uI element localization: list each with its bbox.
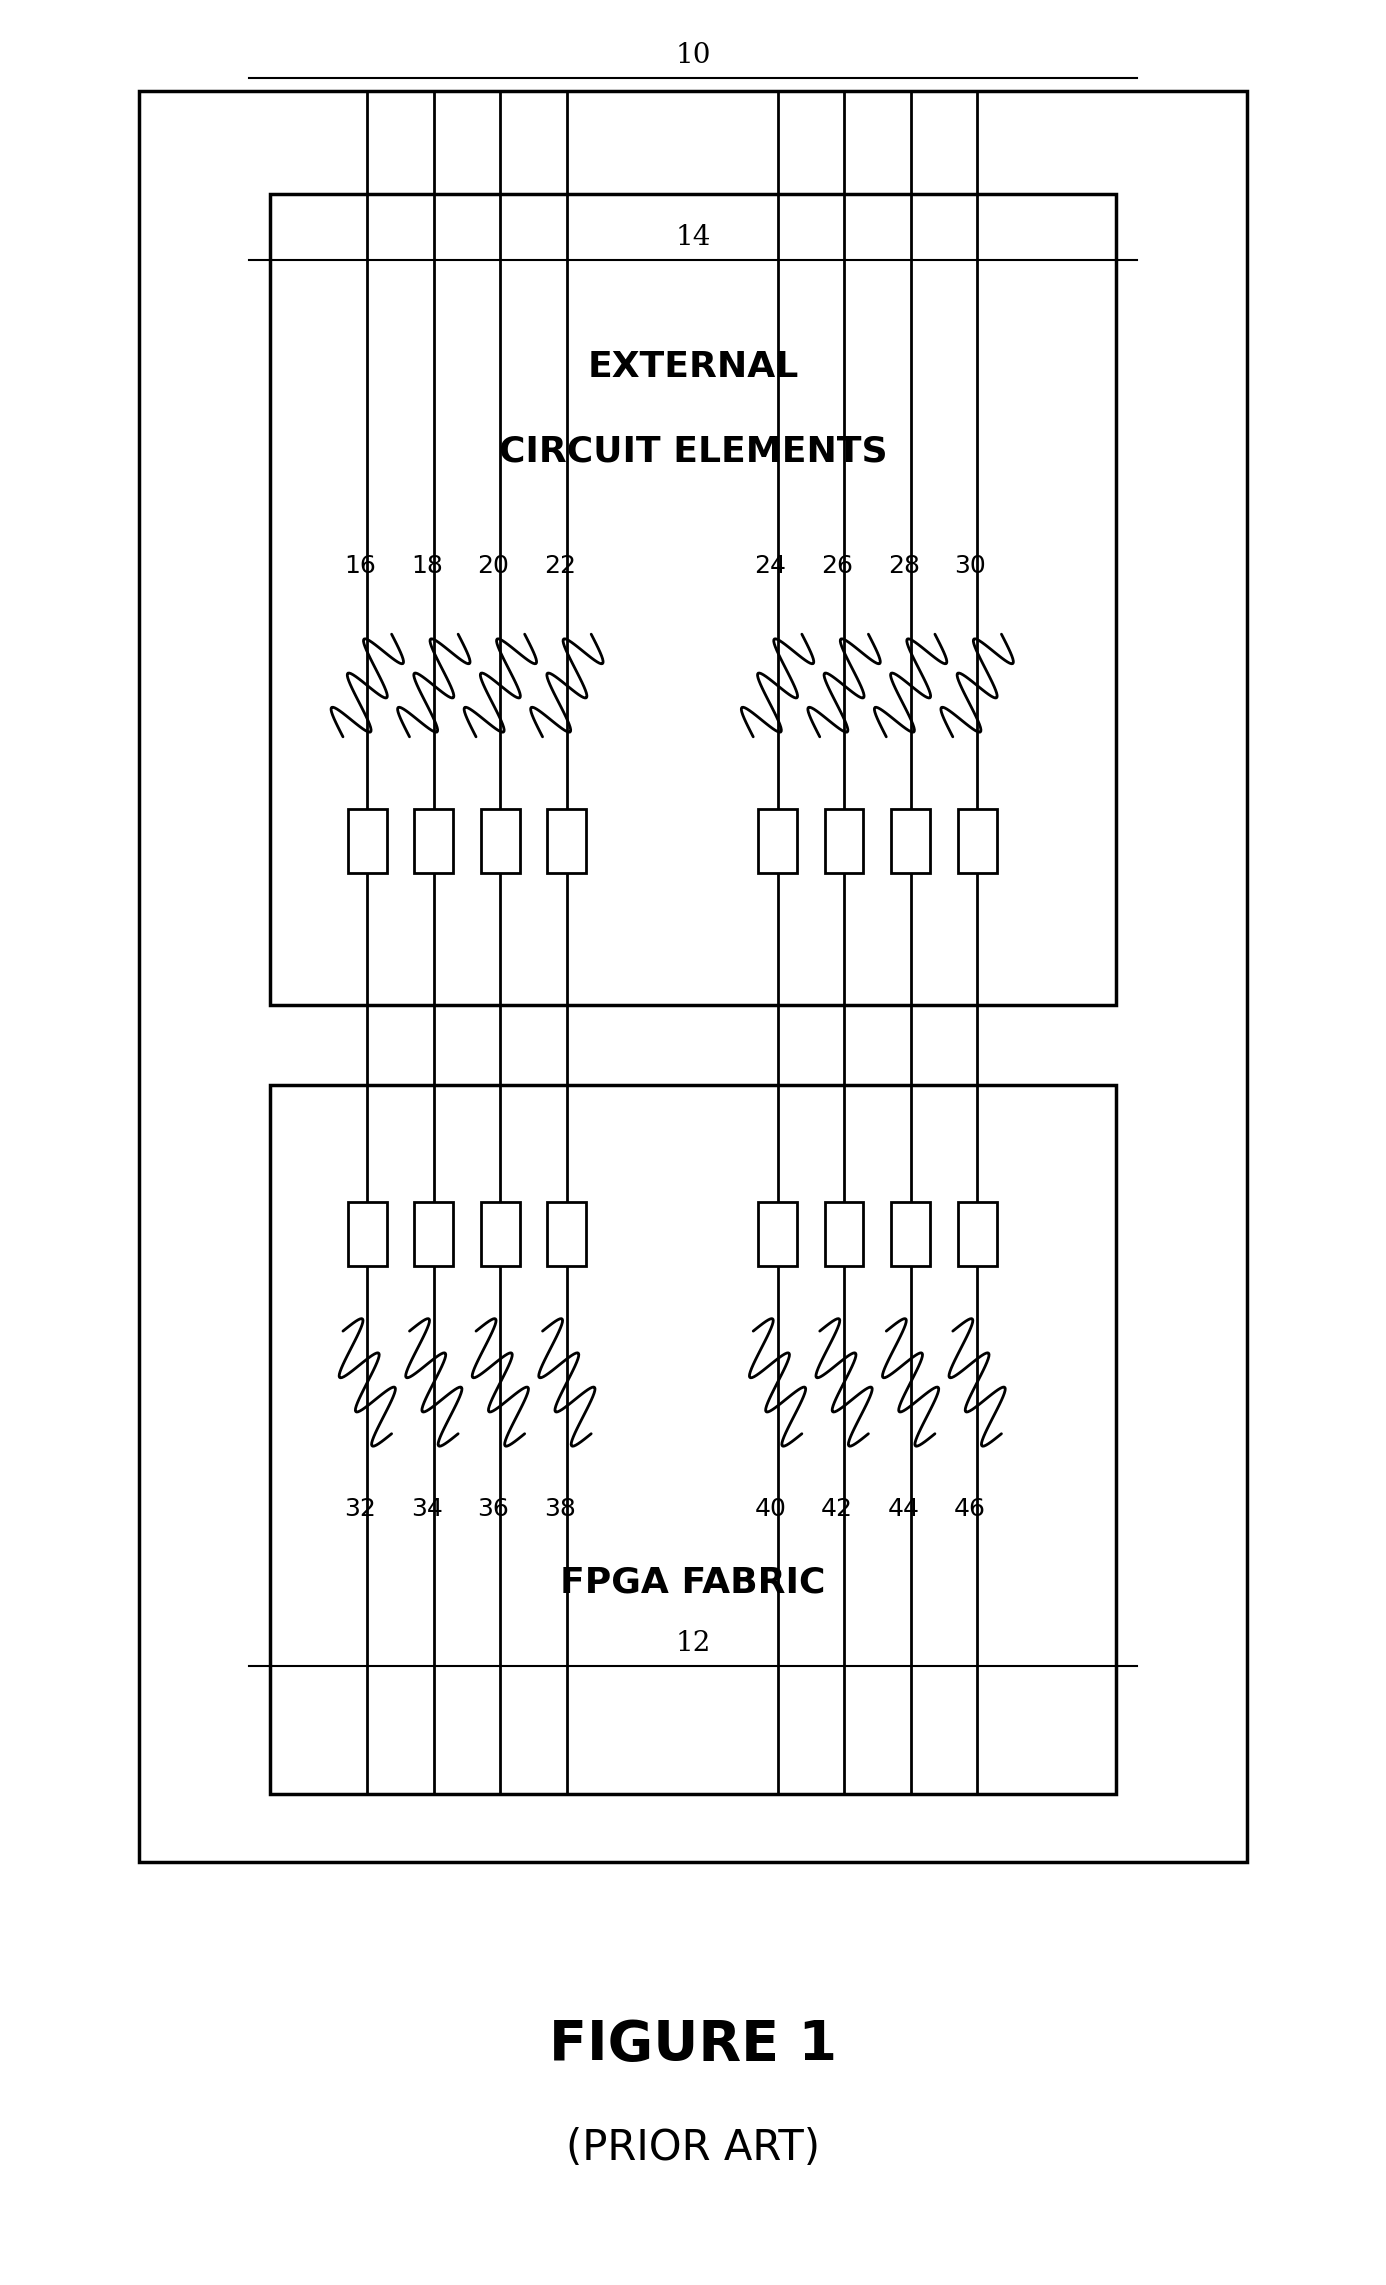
- Text: 42: 42: [821, 1497, 854, 1522]
- Text: 32: 32: [345, 1497, 376, 1522]
- Text: 22: 22: [543, 553, 577, 578]
- Bar: [414, 809, 453, 873]
- Bar: [958, 809, 997, 873]
- Text: 28: 28: [887, 553, 920, 578]
- Text: 36: 36: [478, 1497, 509, 1522]
- Text: 38: 38: [545, 1497, 575, 1522]
- Bar: [270, 1085, 1116, 1794]
- Bar: [825, 1202, 863, 1266]
- Bar: [547, 809, 586, 873]
- Text: 20: 20: [478, 553, 509, 578]
- Bar: [481, 809, 520, 873]
- Bar: [891, 1202, 930, 1266]
- Text: 18: 18: [412, 553, 442, 578]
- Bar: [547, 1202, 586, 1266]
- Text: 26: 26: [821, 553, 854, 578]
- Bar: [891, 809, 930, 873]
- Bar: [481, 1202, 520, 1266]
- Bar: [958, 1202, 997, 1266]
- Text: 24: 24: [754, 553, 787, 578]
- Text: 16: 16: [345, 553, 376, 578]
- Bar: [270, 194, 1116, 1005]
- Text: 34: 34: [412, 1497, 442, 1522]
- Bar: [414, 1202, 453, 1266]
- Text: 12: 12: [675, 1629, 711, 1657]
- Bar: [758, 809, 797, 873]
- Text: (PRIOR ART): (PRIOR ART): [565, 2127, 821, 2168]
- Bar: [825, 809, 863, 873]
- Text: EXTERNAL: EXTERNAL: [588, 350, 798, 384]
- Text: 40: 40: [755, 1497, 786, 1522]
- Text: FPGA FABRIC: FPGA FABRIC: [560, 1565, 826, 1600]
- Bar: [139, 91, 1247, 1862]
- Text: 30: 30: [955, 553, 985, 578]
- Text: CIRCUIT ELEMENTS: CIRCUIT ELEMENTS: [499, 434, 887, 468]
- Text: FIGURE 1: FIGURE 1: [549, 2018, 837, 2072]
- Text: 14: 14: [675, 224, 711, 251]
- Bar: [758, 1202, 797, 1266]
- Bar: [348, 809, 387, 873]
- Bar: [348, 1202, 387, 1266]
- Text: 10: 10: [675, 41, 711, 69]
- Text: 46: 46: [954, 1497, 987, 1522]
- Text: 44: 44: [887, 1497, 920, 1522]
